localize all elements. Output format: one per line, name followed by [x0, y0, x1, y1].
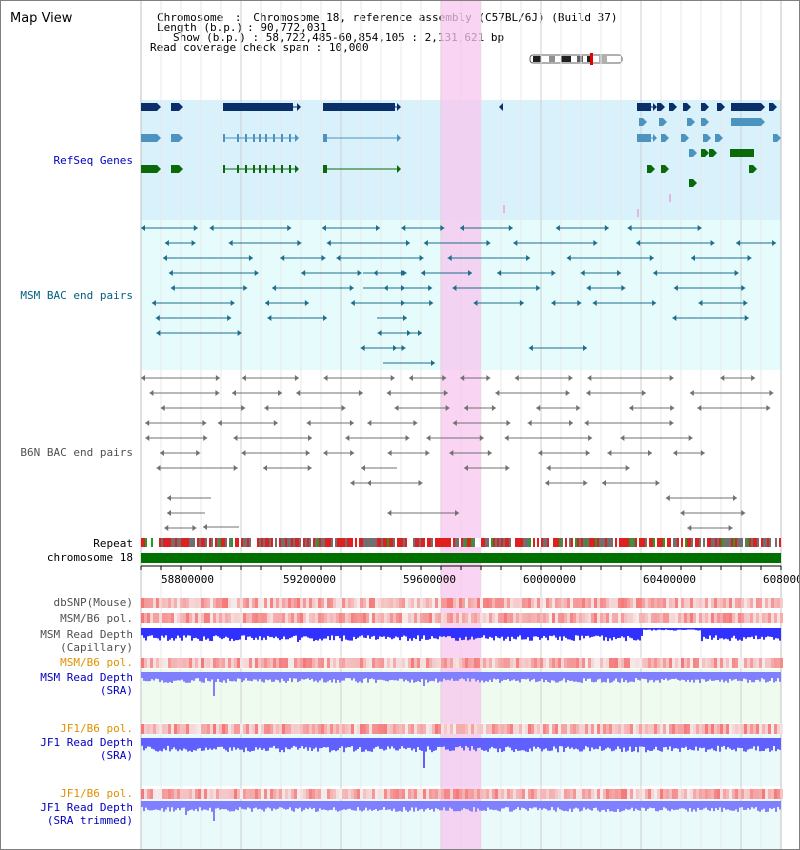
label-b6n-bac[interactable]: B6N BAC end pairs — [20, 446, 133, 459]
header-show-key: Show (b.p.) — [173, 31, 246, 44]
label-jf1-b6-pol-1[interactable]: JF1/B6 pol. — [60, 722, 133, 735]
read-depth-tracks — [141, 628, 781, 821]
header-coverage-value: 10,000 — [328, 41, 369, 54]
header-sep: : — [234, 11, 242, 24]
header-chromosome-key: Chromosome — [157, 11, 224, 24]
position-axis — [140, 565, 782, 570]
label-repeat[interactable]: Repeat — [93, 537, 133, 550]
label-dbsnp[interactable]: dbSNP(Mouse) — [53, 596, 133, 609]
axis-tick-label: 60400000 — [643, 573, 696, 586]
b6n-bac-track — [141, 375, 774, 531]
highlight-region — [441, 1, 481, 849]
ideogram-position-marker — [590, 53, 593, 65]
label-msm-depth-sra-2: (SRA) — [99, 684, 133, 697]
chromosome-ideogram[interactable] — [529, 53, 625, 65]
header-length-key: Length (b.p.) — [157, 21, 244, 34]
label-refseq-genes[interactable]: RefSeq Genes — [53, 154, 133, 167]
label-msm-depth-sra-1[interactable]: MSM Read Depth — [40, 671, 133, 684]
label-msm-bac[interactable]: MSM BAC end pairs — [20, 289, 133, 302]
chromosome-bar — [141, 553, 781, 563]
axis-tick-label: 6080000 — [763, 573, 799, 586]
heatmap-tracks — [141, 598, 783, 799]
header-length-row: Length (b.p.): 90,772,031 — [157, 21, 327, 34]
label-chromosome[interactable]: chromosome 18 — [46, 551, 133, 564]
repeat-track — [141, 538, 781, 547]
page-title: Map View — [10, 11, 73, 26]
label-msm-b6-pol-1[interactable]: MSM/B6 pol. — [60, 612, 133, 625]
label-msm-b6-pol-2[interactable]: MSM/B6 pol. — [60, 656, 133, 669]
axis-tick-label: 59600000 — [403, 573, 456, 586]
refseq-genes-track — [141, 103, 781, 217]
axis-tick-label: 58800000 — [161, 573, 214, 586]
axis-tick-label: 59200000 — [283, 573, 336, 586]
label-jf1-depth-trim-2: (SRA trimmed) — [46, 814, 133, 827]
label-jf1-depth-sra-2: (SRA) — [99, 749, 133, 762]
label-jf1-b6-pol-2[interactable]: JF1/B6 pol. — [60, 787, 133, 800]
axis-tick-label: 60000000 — [523, 573, 576, 586]
label-msm-depth-cap-1[interactable]: MSM Read Depth — [40, 628, 133, 641]
header-coverage-row: Read coverage check span : 10,000 — [150, 41, 369, 54]
label-msm-depth-cap-2: (Capillary) — [60, 641, 133, 654]
label-jf1-depth-trim-1[interactable]: JF1 Read Depth — [40, 801, 133, 814]
header-coverage-key: Read coverage check span — [150, 41, 309, 54]
header-length-value: 90,772,031 — [260, 21, 327, 34]
label-jf1-depth-sra-1[interactable]: JF1 Read Depth — [40, 736, 133, 749]
msm-bac-track — [141, 225, 777, 366]
